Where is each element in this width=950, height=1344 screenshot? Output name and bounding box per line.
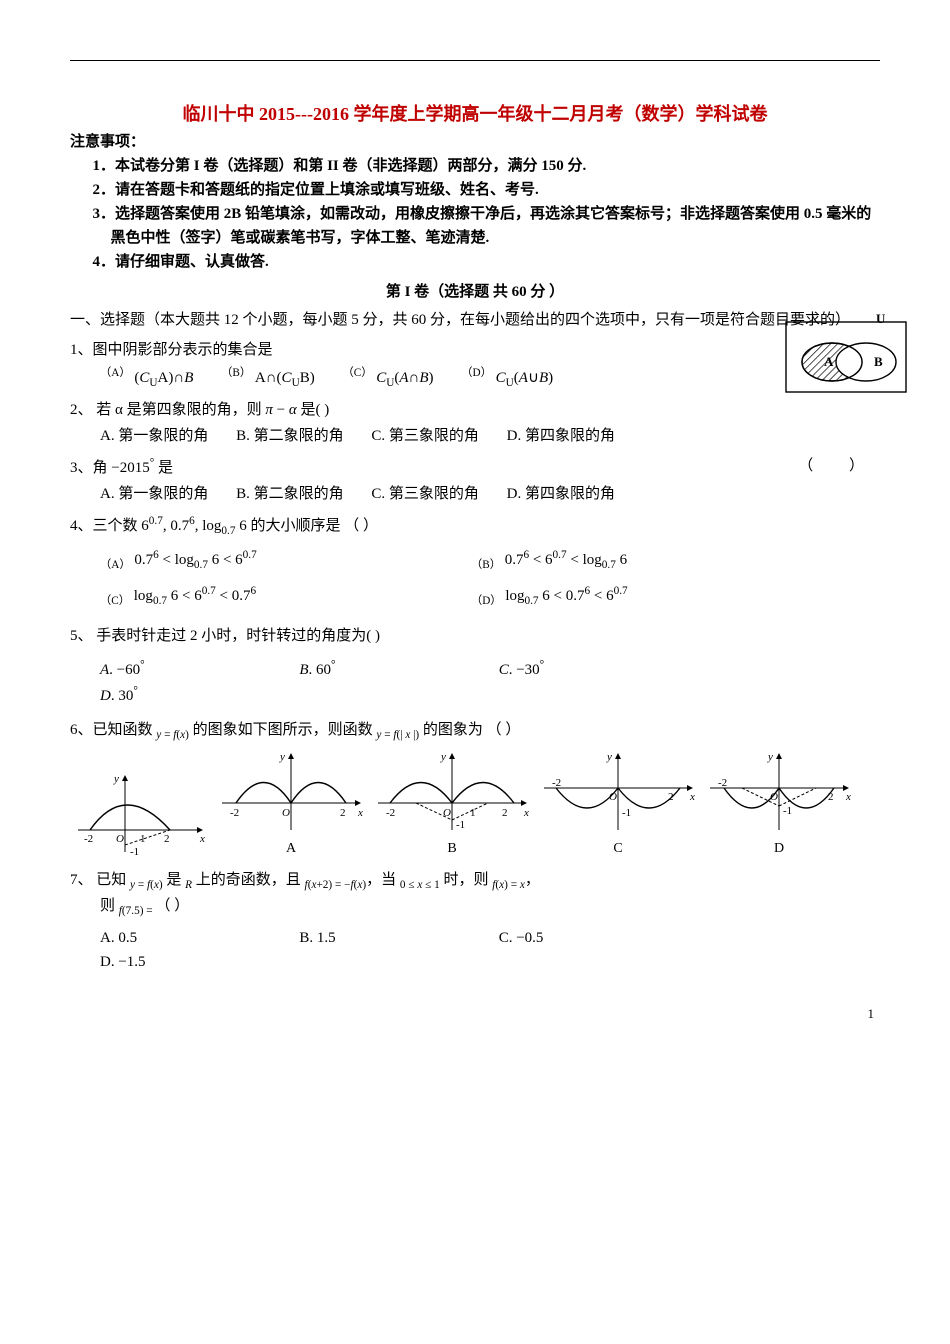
q3-paren: （ ） — [798, 454, 880, 478]
q4-row2: （C） log0.7 6 < 60.7 < 0.76 （D） log0.7 6 … — [100, 582, 880, 610]
svg-text:y: y — [113, 773, 119, 785]
q7-a: A. 0.5 — [100, 926, 272, 950]
q6-graph-d: x y O -2 2 -1 D — [704, 748, 854, 860]
svg-text:-2: -2 — [718, 777, 727, 789]
svg-text:x: x — [689, 791, 695, 803]
svg-text:x: x — [845, 791, 851, 803]
question-1: 1、图中阴影部分表示的集合是 U A B （A） (CUA)∩B （B） A∩(… — [70, 338, 880, 392]
q7-d: D. −1.5 — [100, 950, 272, 974]
svg-text:y: y — [606, 751, 612, 763]
q1-stem: 1、图中阴影部分表示的集合是 — [70, 338, 880, 362]
svg-text:y: y — [440, 751, 446, 763]
q5-a: A. −60° — [100, 656, 272, 682]
q4-b: （B） 0.76 < 60.7 < log0.7 6 — [471, 546, 814, 574]
venn-b-label: B — [874, 354, 883, 369]
q3-c: C. 第三象限的角 — [371, 482, 479, 506]
q3-b: B. 第二象限的角 — [236, 482, 344, 506]
question-4: 4、三个数 60.7, 0.76, log0.7 6 的大小顺序是 （ ） （A… — [70, 512, 880, 610]
q7-options: A. 0.5 B. 1.5 C. −0.5 D. −1.5 — [100, 926, 880, 974]
q1-options: （A） (CUA)∩B （B） A∩(CUB) （C） CU(A∩B) （D） … — [100, 364, 880, 392]
svg-text:-2: -2 — [84, 833, 93, 845]
q7-b: B. 1.5 — [299, 926, 471, 950]
svg-text:2: 2 — [164, 833, 170, 845]
q6-graph-c: x y O -2 2 -1 C — [538, 748, 698, 860]
svg-text:-1: -1 — [622, 807, 631, 819]
q4-c: （C） log0.7 6 < 60.7 < 0.76 — [100, 582, 443, 610]
q5-c: C. −30° — [499, 656, 671, 682]
question-7: 7、 已知 y = f(x) 是 R 上的奇函数，且 f(x+2) = −f(x… — [70, 868, 880, 974]
section-1-heading: 第 I 卷（选择题 共 60 分 ） — [70, 280, 880, 304]
q2-c: C. 第三象限的角 — [371, 424, 479, 448]
exam-title: 临川十中 2015---2016 学年度上学期高一年级十二月月考（数学）学科试卷 — [70, 101, 880, 128]
notice-3: 3．选择题答案使用 2B 铅笔填涂，如需改动，用橡皮擦擦干净后，再选涂其它答案标… — [90, 202, 881, 250]
svg-text:1: 1 — [140, 833, 146, 845]
q1-opt-a: （A） (CUA)∩B — [100, 364, 193, 392]
q5-options: A. −60° B. 60° C. −30° D. 30° — [100, 656, 880, 708]
svg-text:2: 2 — [340, 807, 346, 819]
q2-b: B. 第二象限的角 — [236, 424, 344, 448]
q2-a: A. 第一象限的角 — [100, 424, 208, 448]
q6-stem: 6、已知函数 y = f(x) 的图象如下图所示，则函数 y = f(| x |… — [70, 718, 880, 744]
question-6: 6、已知函数 y = f(x) 的图象如下图所示，则函数 y = f(| x |… — [70, 718, 880, 860]
q6-label-d: D — [704, 838, 854, 860]
q2-d: D. 第四象限的角 — [507, 424, 615, 448]
svg-text:y: y — [279, 751, 285, 763]
q6-label-b: B — [372, 838, 532, 860]
svg-text:O: O — [116, 833, 124, 845]
q6-graphs: x y O -2 1 2 -1 x y O -2 2 — [70, 748, 880, 860]
venn-a-label: A — [824, 354, 834, 369]
q3-options: A. 第一象限的角 B. 第二象限的角 C. 第三象限的角 D. 第四象限的角 — [100, 482, 880, 506]
page-number: 1 — [70, 1004, 880, 1025]
q5-stem: 5、 手表时针走过 2 小时，时针转过的角度为( ) — [70, 624, 880, 648]
svg-text:-2: -2 — [386, 807, 395, 819]
svg-text:y: y — [767, 751, 773, 763]
svg-text:-1: -1 — [130, 846, 139, 858]
q7-stem: 7、 已知 y = f(x) 是 R 上的奇函数，且 f(x+2) = −f(x… — [70, 868, 880, 894]
q3-a: A. 第一象限的角 — [100, 482, 208, 506]
q6-label-c: C — [538, 838, 698, 860]
question-5: 5、 手表时针走过 2 小时，时针转过的角度为( ) A. −60° B. 60… — [70, 624, 880, 708]
q1-opt-d: （D） CU(A∪B) — [461, 364, 553, 392]
svg-text:2: 2 — [502, 807, 508, 819]
svg-text:x: x — [523, 807, 529, 819]
svg-text:-2: -2 — [552, 777, 561, 789]
q7-c: C. −0.5 — [499, 926, 671, 950]
venn-u-label: U — [876, 314, 886, 326]
q4-a: （A） 0.76 < log0.7 6 < 60.7 — [100, 546, 443, 574]
notice-1: 1．本试卷分第 I 卷（选择题）和第 II 卷（非选择题）两部分，满分 150 … — [90, 154, 881, 178]
svg-text:O: O — [443, 807, 451, 819]
q6-graph-a: x y O -2 2 A — [216, 748, 366, 860]
top-rule — [70, 60, 880, 61]
q7-stem2: 则 f(7.5) = （ ） — [100, 894, 880, 920]
q4-d: （D） log0.7 6 < 0.76 < 60.7 — [471, 582, 814, 610]
mc-intro: 一、选择题（本大题共 12 个小题，每小题 5 分，共 60 分，在每小题给出的… — [70, 308, 880, 332]
q5-b: B. 60° — [299, 656, 471, 682]
q3-d: D. 第四象限的角 — [507, 482, 615, 506]
q2-stem: 2、 若 α 是第四象限的角，则 π − α 是( ) — [70, 398, 880, 422]
svg-text:O: O — [282, 807, 290, 819]
svg-text:x: x — [357, 807, 363, 819]
q6-label-a: A — [216, 838, 366, 860]
question-3: 3、角 −2015° 是（ ） A. 第一象限的角 B. 第二象限的角 C. 第… — [70, 454, 880, 506]
svg-text:-2: -2 — [230, 807, 239, 819]
svg-text:x: x — [199, 833, 205, 845]
section-1-text: 第 I 卷（选择题 共 60 分 ） — [386, 284, 564, 300]
notice-2: 2．请在答题卡和答题纸的指定位置上填涂或填写班级、姓名、考号. — [90, 178, 881, 202]
svg-text:-1: -1 — [456, 819, 465, 831]
q2-options: A. 第一象限的角 B. 第二象限的角 C. 第三象限的角 D. 第四象限的角 — [100, 424, 880, 448]
q3-stem: 3、角 −2015° 是（ ） — [70, 454, 880, 480]
q1-opt-b: （B） A∩(CUB) — [221, 364, 315, 392]
q6-graph-b: x y O -2 1 2 -1 B — [372, 748, 532, 860]
notice-heading: 注意事项： — [70, 130, 880, 154]
svg-text:-1: -1 — [783, 805, 792, 817]
q5-d: D. 30° — [100, 682, 272, 708]
question-2: 2、 若 α 是第四象限的角，则 π − α 是( ) A. 第一象限的角 B.… — [70, 398, 880, 448]
q1-opt-c: （C） CU(A∩B) — [342, 364, 433, 392]
q6-graph-orig: x y O -2 1 2 -1 — [70, 770, 210, 860]
q4-stem: 4、三个数 60.7, 0.76, log0.7 6 的大小顺序是 （ ） — [70, 512, 880, 540]
notice-4: 4．请仔细审题、认真做答. — [90, 250, 881, 274]
q4-row1: （A） 0.76 < log0.7 6 < 60.7 （B） 0.76 < 60… — [100, 546, 880, 574]
venn-diagram: U A B — [782, 314, 910, 396]
